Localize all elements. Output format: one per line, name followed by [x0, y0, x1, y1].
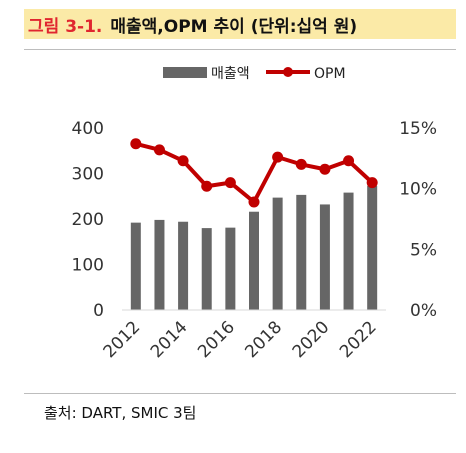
- opm-point-2018: [272, 151, 284, 163]
- left-y-tick-label: 100: [72, 256, 104, 276]
- opm-point-2017: [248, 196, 260, 208]
- bar-2021: [343, 192, 354, 310]
- bar-2015: [201, 228, 212, 310]
- bar-2020: [319, 204, 330, 310]
- chart-frame: [24, 49, 456, 390]
- x-axis-labels: 2012 2014 2016 2018 2020 2022: [100, 317, 381, 362]
- legend-line-label: OPM: [314, 66, 346, 82]
- legend: 매출액 OPM: [163, 66, 346, 82]
- opm-point-2015: [201, 180, 213, 192]
- bar-2017: [249, 211, 259, 310]
- bar-2012: [130, 222, 141, 310]
- left-y-tick-label: 0: [93, 301, 104, 321]
- right-y-tick-label: 15%: [399, 119, 437, 139]
- figure-number: 그림 3-1.: [28, 16, 103, 37]
- opm-series: [130, 138, 378, 208]
- opm-point-2014: [177, 155, 189, 167]
- bar-series: [130, 185, 378, 310]
- legend-bar-swatch: [163, 67, 207, 78]
- right-y-axis: 0% 5% 10% 15%: [399, 119, 437, 321]
- opm-line: [135, 141, 374, 205]
- left-y-tick-label: 200: [72, 210, 104, 230]
- opm-point-2012: [130, 138, 142, 150]
- opm-point-2022: [366, 177, 378, 189]
- right-y-tick-label: 0%: [410, 301, 437, 321]
- source-note: 출처: DART, SMIC 3팀: [44, 404, 197, 422]
- bottom-rule: [24, 393, 456, 394]
- x-tick-label: 2020: [289, 317, 334, 362]
- opm-point-2013: [153, 144, 165, 156]
- bar-2016: [225, 227, 236, 310]
- left-y-tick-label: 300: [72, 165, 104, 185]
- bar-2018: [272, 197, 283, 310]
- opm-point-2019: [295, 158, 307, 170]
- x-tick-label: 2014: [147, 317, 192, 362]
- bar-2014: [178, 221, 189, 310]
- opm-point-2016: [224, 177, 236, 189]
- right-y-tick-label: 5%: [410, 240, 437, 260]
- right-y-tick-label: 10%: [399, 180, 437, 200]
- opm-point-2021: [343, 155, 355, 167]
- bar-2019: [296, 194, 307, 310]
- legend-bar-label: 매출액: [211, 66, 250, 82]
- left-y-axis: 0 100 200 300 400: [72, 119, 104, 321]
- x-tick-label: 2016: [194, 317, 239, 362]
- legend-line-marker: [283, 67, 293, 77]
- x-tick-label: 2022: [336, 317, 381, 362]
- bar-2013: [154, 219, 165, 310]
- opm-point-2020: [319, 163, 331, 175]
- x-tick-label: 2018: [241, 317, 286, 362]
- left-y-tick-label: 400: [72, 119, 104, 139]
- bar-2022: [367, 185, 378, 310]
- x-tick-label: 2012: [100, 317, 145, 362]
- figure-title: 매출액,OPM 추이 (단위:십억 원): [110, 16, 358, 37]
- figure-title-bar: 그림 3-1. 매출액,OPM 추이 (단위:십억 원): [24, 9, 456, 39]
